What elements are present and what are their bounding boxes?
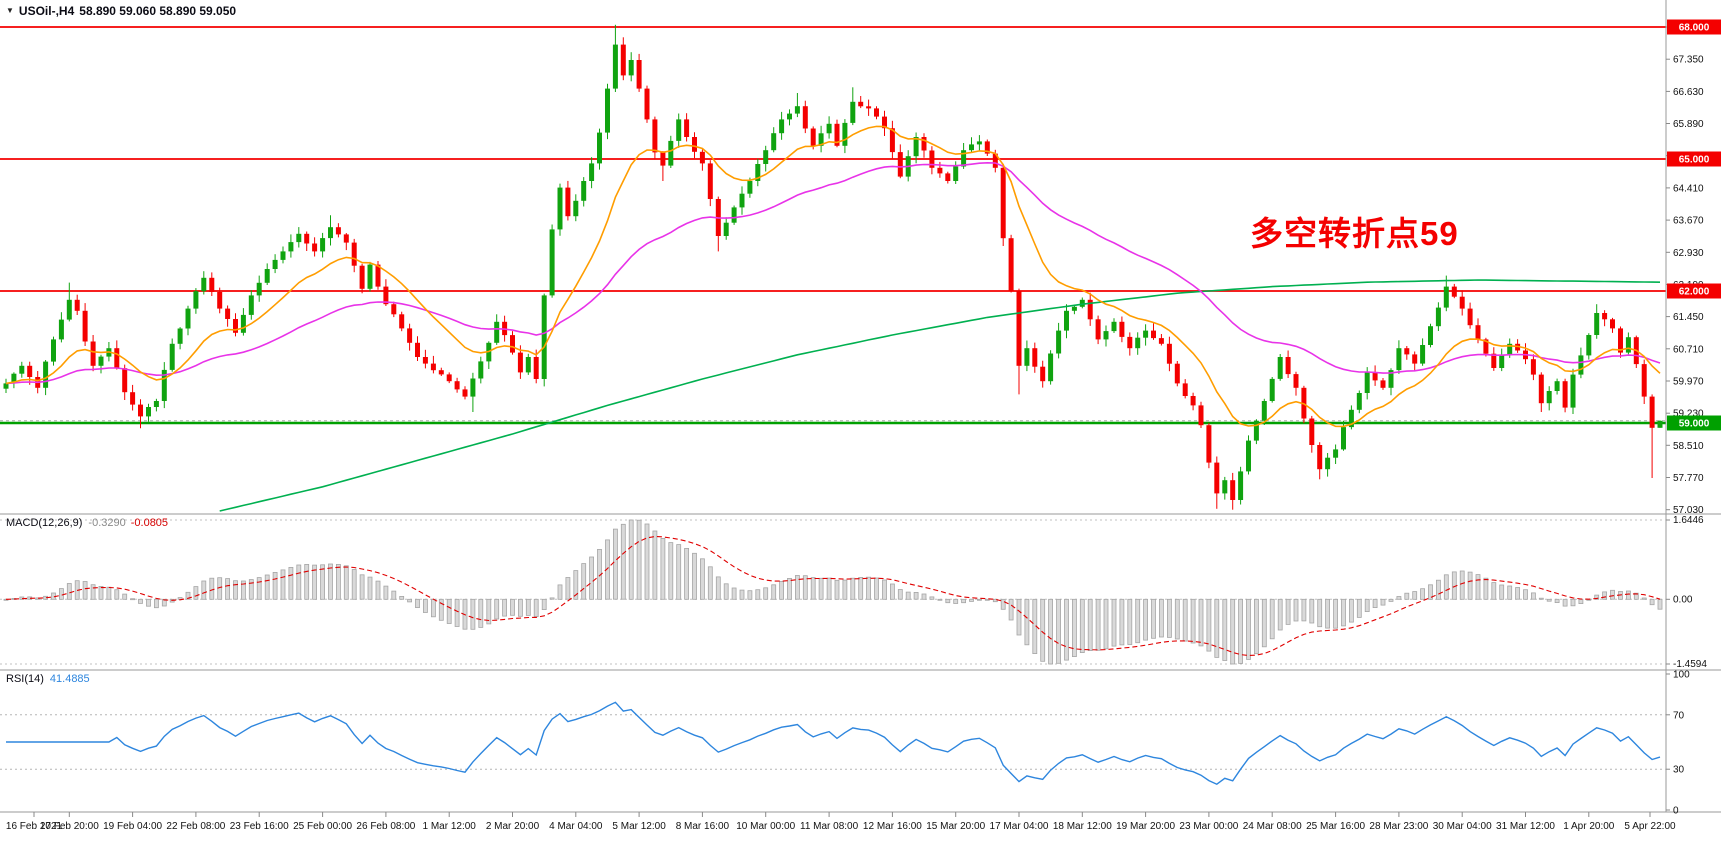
svg-text:1.6446: 1.6446 (1673, 515, 1704, 526)
svg-text:30: 30 (1673, 765, 1685, 776)
svg-text:62.000: 62.000 (1679, 287, 1710, 298)
svg-text:10 Mar 00:00: 10 Mar 00:00 (736, 821, 795, 832)
svg-text:19 Feb 04:00: 19 Feb 04:00 (103, 821, 162, 832)
ohlc-readout: 58.890 59.060 58.890 59.050 (79, 4, 237, 18)
svg-text:67.350: 67.350 (1673, 55, 1704, 66)
svg-text:64.410: 64.410 (1673, 183, 1704, 194)
rsi-line (6, 701, 1661, 786)
svg-text:23 Feb 16:00: 23 Feb 16:00 (230, 821, 289, 832)
svg-text:1 Mar 12:00: 1 Mar 12:00 (423, 821, 477, 832)
svg-text:70: 70 (1673, 710, 1685, 721)
price-level-badge (1667, 19, 1721, 35)
svg-text:22 Feb 08:00: 22 Feb 08:00 (166, 821, 225, 832)
price-level-badge (1667, 415, 1721, 431)
svg-text:17 Mar 04:00: 17 Mar 04:00 (990, 821, 1049, 832)
ma-mid-line (5, 161, 1661, 385)
svg-text:61.450: 61.450 (1673, 312, 1704, 323)
annotation-text[interactable]: 多空转折点59 (1250, 215, 1459, 252)
svg-text:59.000: 59.000 (1679, 419, 1710, 430)
rsi-title-text: RSI(14) (6, 673, 44, 685)
svg-text:8 Mar 16:00: 8 Mar 16:00 (676, 821, 730, 832)
svg-text:57.770: 57.770 (1673, 473, 1704, 484)
panel-separators[interactable] (0, 0, 1721, 813)
svg-text:-1.4594: -1.4594 (1673, 659, 1707, 670)
svg-text:59.970: 59.970 (1673, 377, 1704, 388)
svg-text:58.510: 58.510 (1673, 441, 1704, 452)
macd-panel: 1.6446 0.00 -1.4594 (0, 515, 1707, 670)
svg-text:2 Mar 20:00: 2 Mar 20:00 (486, 821, 540, 832)
price-hlines-layer[interactable] (0, 26, 1666, 425)
ma-slow-line (219, 279, 1661, 512)
svg-text:100: 100 (1673, 670, 1690, 681)
macd-main-value: -0.3290 (88, 517, 126, 529)
macd-title-text: MACD(12,26,9) (6, 517, 83, 529)
svg-text:16 Feb 2021: 16 Feb 2021 (6, 821, 63, 832)
svg-text:0.00: 0.00 (1673, 594, 1693, 605)
svg-text:4 Mar 04:00: 4 Mar 04:00 (549, 821, 603, 832)
svg-text:66.630: 66.630 (1673, 87, 1704, 98)
svg-text:11 Mar 08:00: 11 Mar 08:00 (800, 821, 859, 832)
svg-text:17 Feb 20:00: 17 Feb 20:00 (40, 821, 99, 832)
macd-indicator-label: MACD(12,26,9) -0.3290 -0.0805 (6, 517, 168, 529)
svg-text:60.710: 60.710 (1673, 344, 1704, 355)
rsi-value: 41.4885 (49, 673, 90, 685)
svg-text:12 Mar 16:00: 12 Mar 16:00 (863, 821, 922, 832)
svg-text:1 Apr 20:00: 1 Apr 20:00 (1563, 821, 1615, 832)
svg-text:18 Mar 12:00: 18 Mar 12:00 (1053, 821, 1112, 832)
svg-text:62.930: 62.930 (1673, 248, 1704, 259)
svg-text:0: 0 (1673, 806, 1679, 817)
svg-text:30 Mar 04:00: 30 Mar 04:00 (1433, 821, 1492, 832)
svg-text:65.890: 65.890 (1673, 119, 1704, 130)
svg-text:5 Mar 12:00: 5 Mar 12:00 (612, 821, 666, 832)
price-level-badge (1667, 151, 1721, 167)
svg-text:15 Mar 20:00: 15 Mar 20:00 (926, 821, 985, 832)
rsi-panel: 100 70 30 0 (0, 670, 1690, 817)
svg-text:57.030: 57.030 (1673, 505, 1704, 516)
price-level-badge (1667, 283, 1721, 299)
svg-text:25 Feb 00:00: 25 Feb 00:00 (293, 821, 352, 832)
svg-text:28 Mar 23:00: 28 Mar 23:00 (1369, 821, 1428, 832)
macd-histogram (3, 519, 1663, 665)
svg-text:26 Feb 08:00: 26 Feb 08:00 (356, 821, 415, 832)
svg-text:65.000: 65.000 (1679, 155, 1710, 166)
moving-averages-layer (5, 125, 1661, 512)
chart-header: ▼ USOil-,H4 58.890 59.060 58.890 59.050 (6, 4, 236, 18)
svg-text:59.230: 59.230 (1673, 409, 1704, 420)
macd-signal-value: -0.0805 (130, 517, 169, 529)
svg-text:5 Apr 22:00: 5 Apr 22:00 (1624, 821, 1676, 832)
svg-text:68.000: 68.000 (1679, 23, 1710, 34)
symbol-timeframe-label: USOil-,H4 (18, 4, 75, 18)
svg-text:23 Mar 00:00: 23 Mar 00:00 (1179, 821, 1238, 832)
svg-text:31 Mar 12:00: 31 Mar 12:00 (1496, 821, 1555, 832)
svg-text:25 Mar 16:00: 25 Mar 16:00 (1306, 821, 1365, 832)
ma-fast-line (5, 125, 1661, 428)
svg-text:19 Mar 20:00: 19 Mar 20:00 (1116, 821, 1175, 832)
symbol-dropdown-icon[interactable]: ▼ (6, 5, 14, 15)
rsi-indicator-label: RSI(14) 41.4885 (6, 673, 90, 685)
candles-layer (3, 24, 1663, 510)
svg-text:24 Mar 08:00: 24 Mar 08:00 (1243, 821, 1302, 832)
macd-signal-line (5, 535, 1661, 657)
svg-text:63.670: 63.670 (1673, 216, 1704, 227)
price-axis: 68.00067.35066.63065.89065.15064.41063.6… (1666, 19, 1721, 516)
